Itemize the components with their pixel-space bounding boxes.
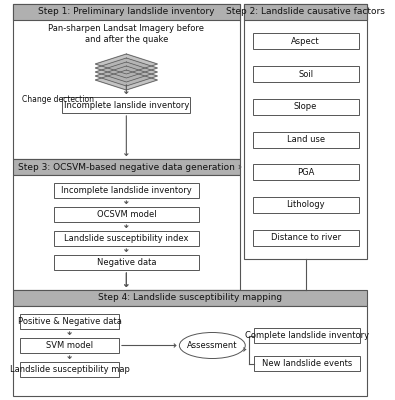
Text: Negative data: Negative data — [97, 258, 156, 267]
Text: Lithology: Lithology — [286, 200, 325, 210]
Text: SVM model: SVM model — [46, 341, 93, 350]
Text: Soil: Soil — [298, 70, 313, 78]
Polygon shape — [95, 58, 158, 78]
Bar — [245, 4, 367, 259]
Polygon shape — [95, 66, 158, 86]
Bar — [254, 328, 359, 343]
Bar — [13, 4, 240, 20]
Polygon shape — [95, 62, 158, 82]
Bar — [62, 97, 190, 113]
Polygon shape — [95, 54, 158, 74]
Text: Landslide susceptibility index: Landslide susceptibility index — [64, 234, 188, 243]
Bar — [20, 314, 119, 329]
Text: Landslide susceptibility map: Landslide susceptibility map — [9, 365, 130, 374]
Text: Step 3: OCSVM-based negative data generation: Step 3: OCSVM-based negative data genera… — [18, 162, 235, 172]
Bar — [20, 362, 119, 377]
Text: Incomplete lanslide inventory: Incomplete lanslide inventory — [64, 100, 189, 110]
Bar — [252, 132, 359, 148]
Text: Change dectection: Change dectection — [22, 96, 94, 104]
Text: Incomplete landslide inventory: Incomplete landslide inventory — [61, 186, 192, 195]
Text: OCSVM model: OCSVM model — [96, 210, 156, 219]
Text: Assessment: Assessment — [187, 341, 237, 350]
Bar — [13, 290, 367, 306]
Bar — [13, 159, 240, 175]
Bar — [54, 183, 199, 198]
Text: Step 2: Landslide causative factors: Step 2: Landslide causative factors — [226, 8, 385, 16]
Text: PGA: PGA — [297, 168, 314, 177]
Bar — [54, 231, 199, 246]
Bar — [252, 230, 359, 246]
Bar — [13, 306, 367, 396]
Bar — [245, 4, 367, 20]
Bar — [54, 207, 199, 222]
Bar — [252, 66, 359, 82]
Bar — [13, 175, 240, 290]
Text: Distance to river: Distance to river — [271, 233, 341, 242]
Text: Step 4: Landslide susceptibility mapping: Step 4: Landslide susceptibility mapping — [98, 294, 282, 302]
Text: Step 1: Preliminary landslide inventory: Step 1: Preliminary landslide inventory — [38, 8, 214, 16]
Text: Aspect: Aspect — [292, 37, 320, 46]
Polygon shape — [95, 70, 158, 90]
Bar — [54, 255, 199, 270]
Text: Slope: Slope — [294, 102, 317, 111]
Bar — [252, 197, 359, 213]
Text: Pan-sharpen Landsat Imagery before
and after the quake: Pan-sharpen Landsat Imagery before and a… — [48, 24, 204, 44]
Text: Land use: Land use — [287, 135, 325, 144]
Bar — [20, 338, 119, 353]
Bar — [254, 356, 359, 371]
Bar — [13, 4, 240, 159]
Ellipse shape — [179, 332, 245, 358]
Text: New landslide events: New landslide events — [262, 359, 352, 368]
Bar — [252, 99, 359, 115]
Bar — [252, 164, 359, 180]
Text: Complete landslide inventory: Complete landslide inventory — [245, 331, 369, 340]
Bar — [252, 33, 359, 49]
Text: Positive & Negative data: Positive & Negative data — [18, 317, 122, 326]
